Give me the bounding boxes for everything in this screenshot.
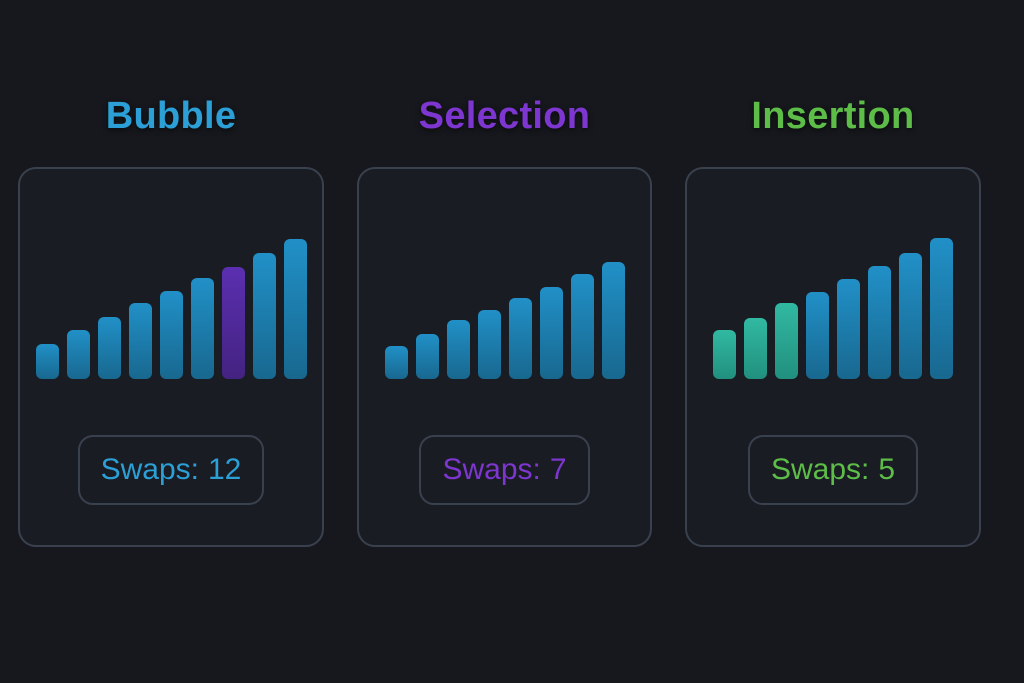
sort-bar-teal: [744, 318, 767, 379]
swaps-value: 7: [549, 453, 567, 486]
sort-bar-purple: [221, 267, 245, 379]
sort-visualization-card: Swaps: 12: [18, 167, 324, 547]
sort-bar-teal: [713, 330, 736, 379]
sort-bar-blue: [930, 238, 953, 379]
sort-bar-teal: [775, 303, 798, 379]
algorithm-title: Bubble: [105, 95, 237, 137]
sort-bar-blue: [252, 253, 276, 379]
sort-bar-blue: [283, 239, 307, 379]
algorithm-comparison: Bubble Swaps: 12 Selection Swaps: 7 Inse…: [18, 95, 981, 547]
bar-chart: [20, 169, 322, 379]
swaps-counter-badge: Swaps: 5: [747, 435, 919, 505]
swaps-label: Swaps:: [770, 453, 870, 486]
sort-bar-blue: [508, 298, 532, 379]
swaps-label: Swaps:: [100, 453, 199, 486]
sort-visualization-card: Swaps: 7: [357, 167, 652, 547]
sort-bar-blue: [806, 292, 829, 379]
sort-bar-blue: [128, 303, 152, 379]
sort-bar-blue: [35, 344, 59, 379]
panel-selection: Selection Swaps: 7: [357, 95, 652, 547]
sort-bar-blue: [899, 253, 922, 379]
sort-bar-blue: [446, 320, 470, 379]
sort-bar-blue: [415, 334, 439, 379]
sort-bar-blue: [66, 330, 90, 379]
swaps-value: 12: [208, 453, 242, 486]
swaps-counter-badge: Swaps: 7: [419, 435, 590, 505]
sort-bar-blue: [477, 310, 501, 379]
panel-bubble: Bubble Swaps: 12: [18, 95, 324, 547]
sort-bar-blue: [384, 346, 408, 379]
sort-bar-blue: [868, 266, 891, 379]
sort-bar-blue: [601, 262, 625, 379]
sort-bar-blue: [97, 317, 121, 379]
sort-bar-blue: [190, 278, 214, 379]
bar-chart: [359, 169, 650, 379]
algorithm-title: Insertion: [751, 95, 915, 137]
swaps-label: Swaps:: [442, 453, 541, 486]
sort-bar-blue: [539, 287, 563, 379]
algorithm-title: Selection: [418, 95, 591, 137]
sort-bar-blue: [570, 274, 594, 379]
panel-insertion: Insertion Swaps: 5: [685, 95, 981, 547]
swaps-value: 5: [878, 453, 896, 486]
sort-bar-blue: [837, 279, 860, 379]
sort-visualization-card: Swaps: 5: [685, 167, 981, 547]
sort-bar-blue: [159, 291, 183, 379]
bar-chart: [687, 169, 979, 379]
swaps-counter-badge: Swaps: 12: [77, 435, 265, 505]
